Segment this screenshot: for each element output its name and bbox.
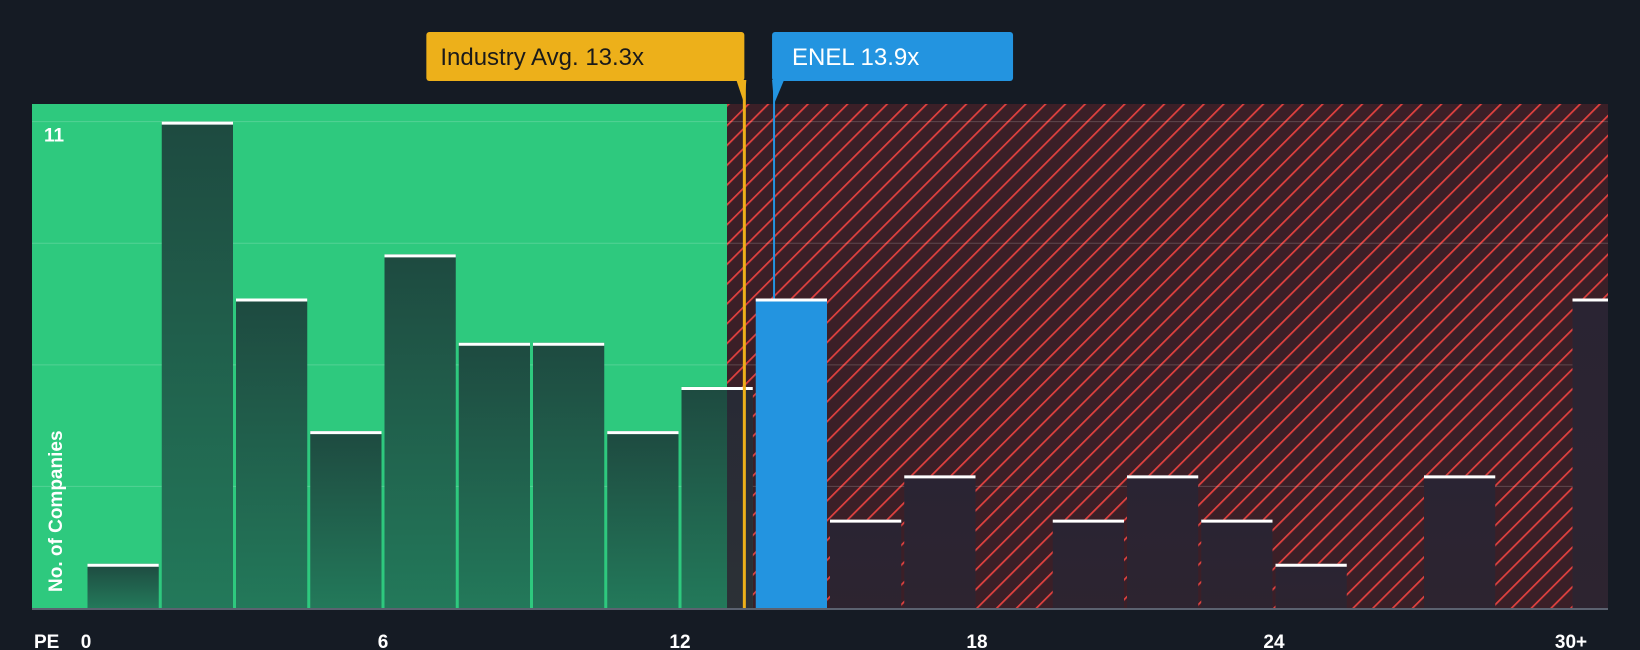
x-tick-label: 30+ [1555, 632, 1587, 650]
histogram-bar [607, 431, 679, 608]
x-tick-label: 24 [1263, 632, 1285, 650]
histogram-bar [1275, 563, 1347, 608]
company-pe-box [772, 32, 1014, 81]
industry-avg-label: Industry Avg. 13.3x [440, 44, 644, 71]
histogram-bar [904, 475, 976, 608]
company-pe-label: ENEL 13.9x [792, 44, 919, 71]
x-tick-label: 18 [966, 632, 987, 650]
x-tick-label: 0 [81, 632, 92, 650]
company-pe-callout: ENEL 13.9x [772, 32, 1014, 81]
histogram-bar [830, 519, 902, 608]
histogram-bar [533, 342, 605, 608]
histogram-bar [1127, 475, 1199, 608]
y-axis-title: No. of Companies [46, 430, 67, 592]
industry-avg-box [426, 32, 745, 81]
histogram-bar [310, 431, 382, 608]
histogram-bar [1052, 519, 1124, 608]
industry-avg-callout: Industry Avg. 13.3x [426, 32, 745, 81]
company-pe-pointer [772, 80, 785, 104]
histogram-bar [236, 298, 308, 608]
x-axis-title: PE [34, 632, 59, 650]
histogram-bar [161, 121, 233, 609]
histogram-bar-overlap [727, 386, 753, 608]
histogram-bar [755, 298, 827, 608]
y-max-label: 11 [44, 126, 65, 147]
histogram-bar [1572, 298, 1608, 608]
x-tick-labels: 0 6 12 18 24 30+ [81, 632, 1587, 650]
histogram-bar [458, 342, 530, 608]
x-tick-label: 12 [669, 632, 690, 650]
histogram-bar [87, 563, 159, 608]
reference-markers [736, 80, 785, 608]
histogram-bar [1201, 519, 1273, 608]
histogram-bars [87, 121, 1608, 609]
histogram-bar [384, 254, 456, 608]
industry-avg-pointer [736, 80, 747, 104]
x-tick-label: 6 [378, 632, 389, 650]
histogram-bar [1424, 475, 1496, 608]
